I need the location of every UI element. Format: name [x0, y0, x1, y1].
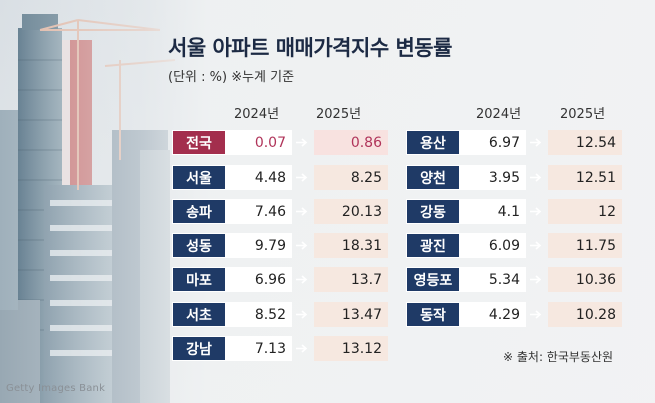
value-2025: 13.12	[314, 336, 388, 361]
region-label: 서초	[172, 302, 226, 327]
region-label: 동작	[406, 302, 460, 327]
region-label: 영등포	[406, 267, 460, 292]
unit-note: (단위 : %) ※누계 기준	[168, 70, 295, 85]
arrow-right-icon	[296, 310, 308, 319]
value-2025: 18.31	[314, 233, 388, 258]
value-2024: 9.79	[226, 233, 292, 258]
value-2025: 13.47	[314, 302, 388, 327]
value-2025: 0.86	[314, 130, 388, 155]
value-2025: 12.51	[548, 165, 622, 190]
value-2024: 8.52	[226, 302, 292, 327]
value-2025: 10.36	[548, 267, 622, 292]
value-2025: 13.7	[314, 267, 388, 292]
arrow-right-icon	[530, 138, 542, 147]
arrow-right-icon	[296, 275, 308, 284]
value-2024: 3.95	[460, 165, 526, 190]
region-label: 강남	[172, 336, 226, 361]
value-2024: 6.09	[460, 233, 526, 258]
value-2024: 0.07	[226, 130, 292, 155]
arrow-right-icon	[296, 344, 308, 353]
left-header-2025: 2025년	[316, 107, 362, 122]
value-2024: 5.34	[460, 267, 526, 292]
value-2024: 4.29	[460, 302, 526, 327]
region-label: 마포	[172, 267, 226, 292]
value-2025: 20.13	[314, 199, 388, 224]
region-label: 용산	[406, 130, 460, 155]
value-2025: 12	[548, 199, 622, 224]
arrow-right-icon	[296, 173, 308, 182]
source-note: ※ 출처: 한국부동산원	[503, 350, 614, 364]
value-2025: 8.25	[314, 165, 388, 190]
region-label: 성동	[172, 233, 226, 258]
arrow-right-icon	[296, 207, 308, 216]
value-2024: 6.96	[226, 267, 292, 292]
value-2024: 7.13	[226, 336, 292, 361]
right-header-2024: 2024년	[476, 107, 522, 122]
right-header-2025: 2025년	[560, 107, 606, 122]
page-title: 서울 아파트 매매가격지수 변동률	[168, 36, 452, 60]
region-label: 양천	[406, 165, 460, 190]
arrow-right-icon	[296, 241, 308, 250]
arrow-right-icon	[530, 275, 542, 284]
value-2025: 12.54	[548, 130, 622, 155]
region-label: 강동	[406, 199, 460, 224]
arrow-right-icon	[296, 138, 308, 147]
region-label: 서울	[172, 165, 226, 190]
arrow-right-icon	[530, 310, 542, 319]
region-label: 전국	[172, 130, 226, 155]
value-2024: 4.1	[460, 199, 526, 224]
value-2025: 10.28	[548, 302, 622, 327]
value-2025: 11.75	[548, 233, 622, 258]
left-header-2024: 2024년	[234, 107, 280, 122]
value-2024: 6.97	[460, 130, 526, 155]
arrow-right-icon	[530, 241, 542, 250]
arrow-right-icon	[530, 173, 542, 182]
value-2024: 4.48	[226, 165, 292, 190]
value-2024: 7.46	[226, 199, 292, 224]
watermark: Getty Images Bank	[6, 383, 106, 394]
region-label: 광진	[406, 233, 460, 258]
arrow-right-icon	[530, 207, 542, 216]
region-label: 송파	[172, 199, 226, 224]
